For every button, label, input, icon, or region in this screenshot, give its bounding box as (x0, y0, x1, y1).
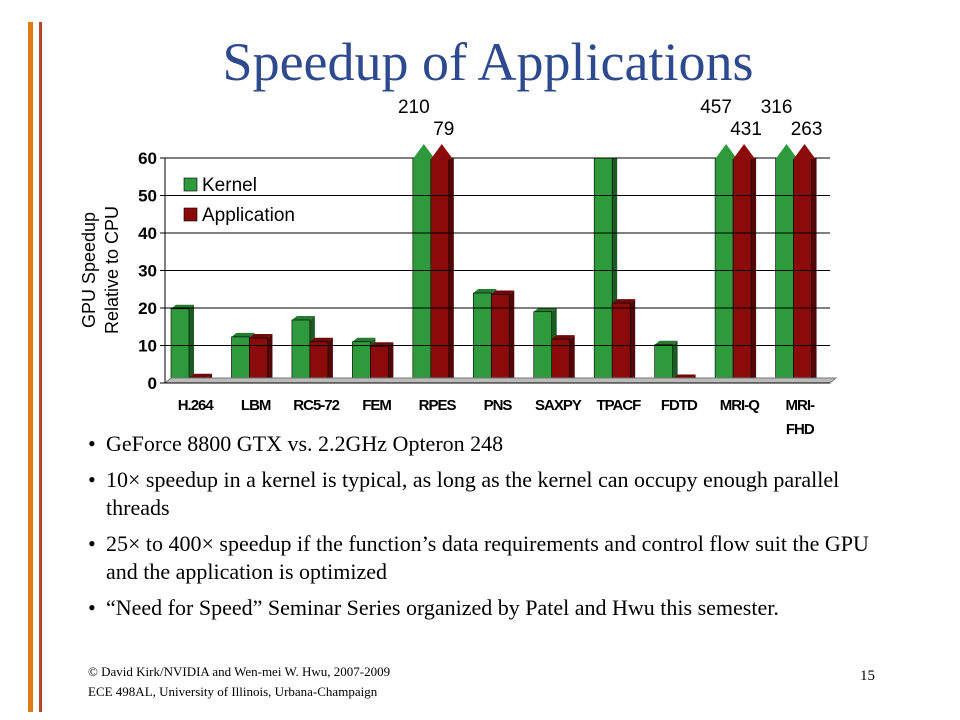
footer-line: ECE 498AL, University of Illinois, Urban… (88, 684, 378, 699)
bar (249, 337, 268, 384)
legend-swatch (183, 207, 198, 222)
bar-side (672, 340, 678, 383)
y-tick-label: 10 (138, 337, 157, 356)
value-label: 457 (700, 97, 732, 118)
y-tick-label: 50 (138, 187, 157, 206)
x-tick-label: TPACF (596, 397, 641, 414)
value-label: 316 (761, 97, 793, 118)
bar-group (170, 304, 194, 384)
x-tick-label: H.264 (178, 397, 215, 414)
bar-top (612, 299, 636, 304)
footer-line: © David Kirk/NVIDIA and Wen-mei W. Hwu, … (88, 664, 391, 679)
x-tick-label: MRI-Q (720, 397, 760, 414)
y-tick-label: 20 (138, 299, 157, 318)
chart-title: Speedup of Applications (223, 32, 754, 92)
bar (309, 341, 329, 384)
x-tick-label: PNS (484, 397, 513, 414)
bar-side (327, 337, 333, 383)
bullet: 10× speedup in a kernel is typical, as l… (88, 466, 898, 522)
bar-group (309, 337, 333, 384)
bar-group (551, 335, 575, 384)
bar-top (291, 316, 315, 320)
bullet-list: GeForce 8800 GTX vs. 2.2GHz Opteron 248 1… (88, 430, 898, 630)
value-label: 210 (398, 97, 430, 118)
y-axis-label: GPU Speedup (79, 212, 99, 328)
bar-side (509, 290, 515, 383)
overflow-arrow (733, 144, 756, 159)
legend-label: Kernel (202, 175, 257, 196)
x-tick-label: LBM (241, 397, 271, 414)
deco-bar (39, 22, 42, 712)
bar (352, 341, 371, 384)
overflow-arrow (775, 144, 798, 159)
bar-top (491, 290, 515, 295)
footer: © David Kirk/NVIDIA and Wen-mei W. Hwu, … (88, 662, 390, 702)
x-tick-label: RPES (419, 397, 457, 414)
value-label: 431 (730, 119, 762, 140)
bullet: 25× to 400× speedup if the function’s da… (88, 530, 898, 586)
bar-top (533, 307, 557, 312)
bar-group (490, 290, 515, 384)
y-tick-label: 60 (138, 149, 157, 168)
bar (291, 319, 311, 384)
deco-bar (28, 22, 33, 712)
bar-top (249, 334, 273, 338)
overflow-arrow (715, 144, 738, 159)
bar-top (654, 340, 678, 345)
value-label: 79 (433, 119, 454, 140)
x-tick-label: SAXPY (535, 397, 582, 414)
bar-group (249, 334, 273, 384)
bar-group (611, 299, 636, 384)
bar (775, 158, 794, 384)
bar-top (189, 373, 212, 378)
bar (793, 158, 812, 384)
y-tick-label: 0 (148, 374, 157, 393)
overflow-arrow (430, 144, 453, 159)
y-tick-label: 30 (138, 262, 157, 281)
page-number: 15 (860, 668, 875, 684)
bar-side (569, 335, 575, 383)
bar-top (231, 332, 255, 337)
bar-top (551, 335, 575, 340)
y-tick-label: 40 (138, 224, 157, 243)
bar (533, 311, 553, 384)
bar-top (473, 289, 497, 293)
bullet: GeForce 8800 GTX vs. 2.2GHz Opteron 248 (88, 430, 898, 458)
bar-group (654, 340, 678, 384)
bar-top (352, 337, 376, 342)
bar-top (309, 337, 333, 342)
bar-side (388, 342, 394, 383)
bar (231, 336, 250, 384)
bar-top (594, 154, 617, 158)
bar (611, 302, 631, 384)
overflow-arrow (412, 144, 435, 159)
value-label: 263 (791, 119, 823, 140)
bullet: “Need for Speed” Seminar Series organize… (88, 594, 898, 622)
bar (472, 292, 492, 384)
y-axis-label: Relative to CPU (102, 206, 122, 334)
x-tick-label: FDTD (661, 397, 698, 414)
x-tick-label: FEM (362, 397, 391, 414)
bar (654, 344, 673, 384)
floor (163, 377, 838, 384)
x-tick-label: RC5-72 (293, 397, 339, 414)
bar-group (370, 342, 394, 384)
bar-side (267, 334, 273, 383)
bar (370, 345, 389, 384)
bar-side (189, 304, 194, 383)
legend-swatch (183, 177, 198, 192)
legend-label: Application (202, 205, 295, 226)
bar-side (630, 299, 636, 383)
overflow-arrow (793, 144, 816, 159)
bar-group (793, 158, 817, 384)
